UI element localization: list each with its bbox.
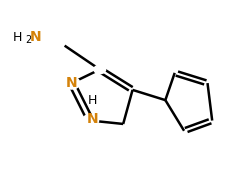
Text: 2: 2 [25, 35, 32, 45]
Text: H: H [13, 31, 23, 44]
Text: N: N [30, 30, 41, 44]
Circle shape [64, 77, 80, 89]
Text: N: N [66, 76, 77, 90]
Text: H: H [88, 94, 97, 107]
Text: N: N [87, 112, 99, 126]
Circle shape [94, 65, 106, 74]
Circle shape [82, 115, 99, 126]
